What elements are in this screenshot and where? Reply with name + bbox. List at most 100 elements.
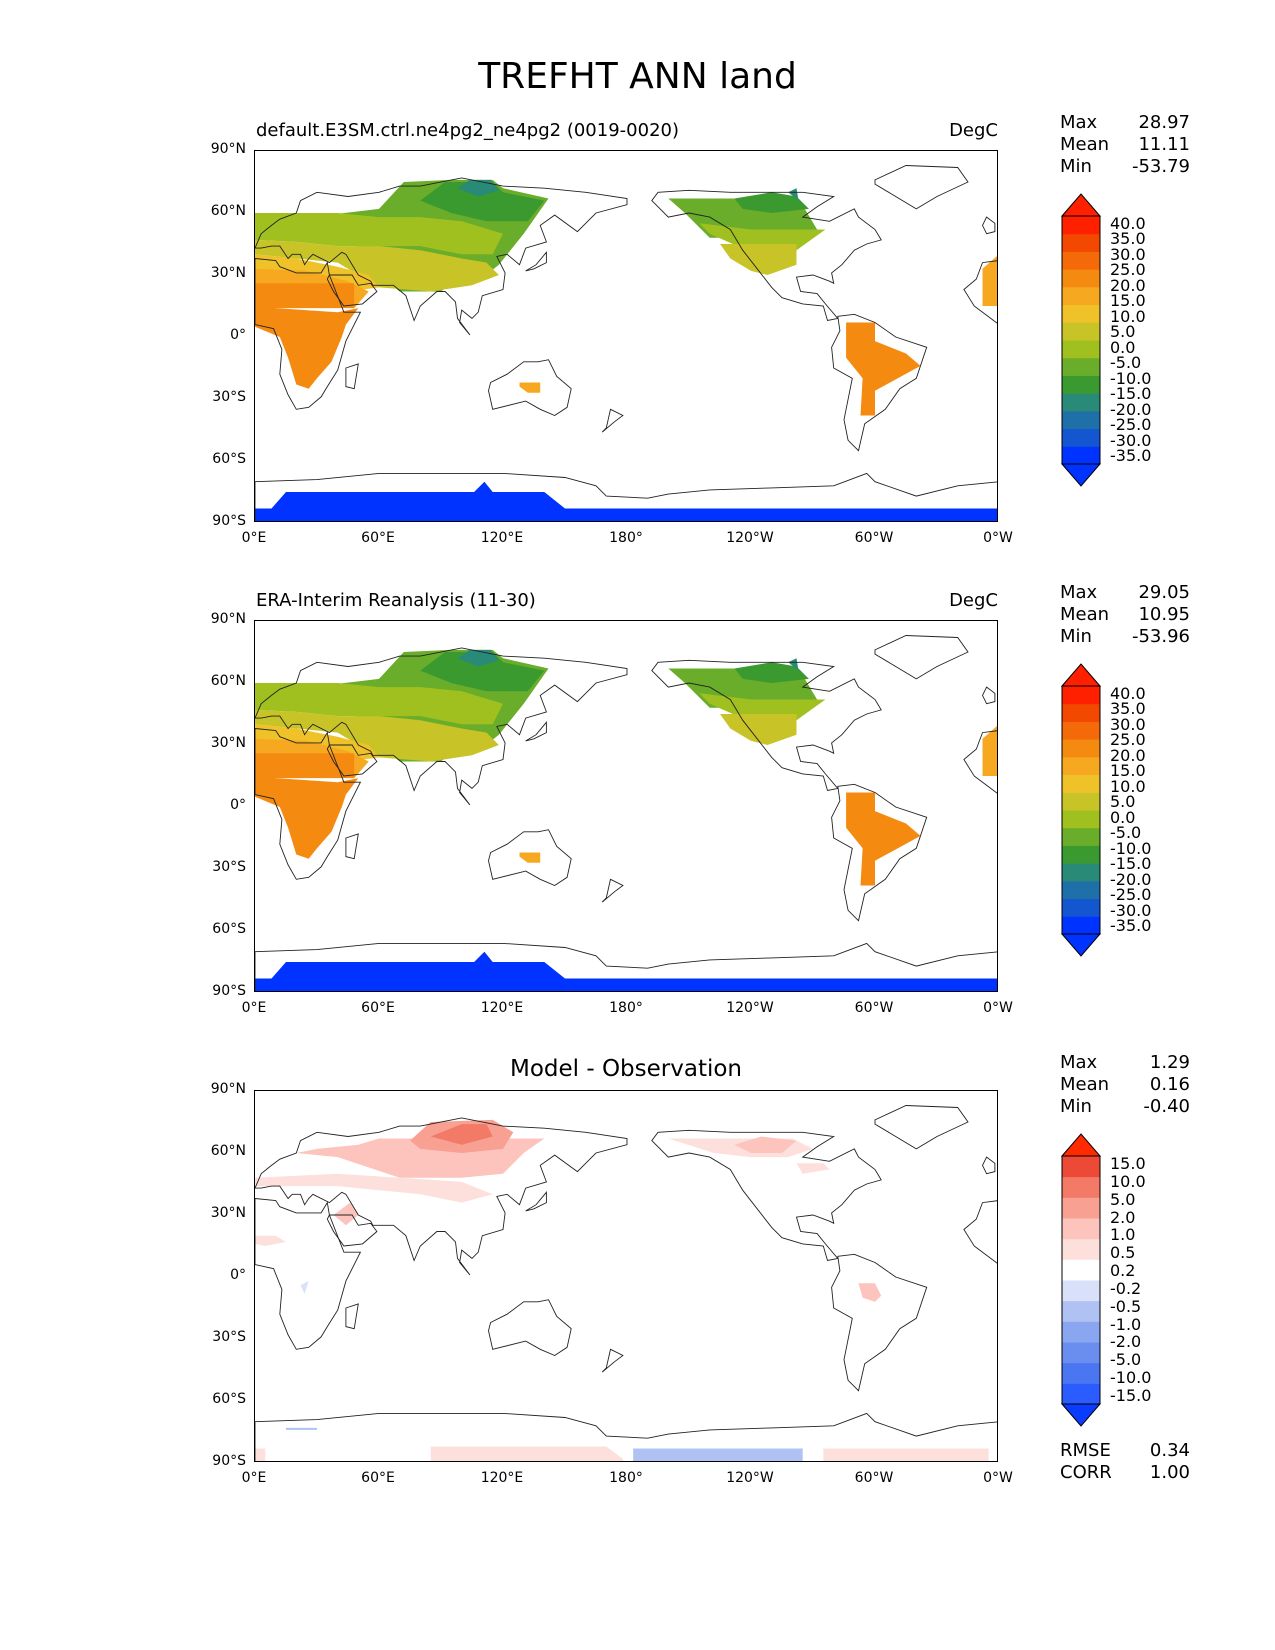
lat-tick-label: 90°N: [210, 1081, 246, 1097]
colorbar-swatch: [1062, 1280, 1100, 1302]
colorbar-tick-label: -0.5: [1110, 1296, 1142, 1316]
stat-label: Mean: [1060, 1074, 1110, 1095]
stat-value: -53.79: [1131, 156, 1190, 177]
colorbar-swatch: [1062, 446, 1100, 465]
footer-stat-label: CORR: [1060, 1462, 1112, 1483]
field-patch: [333, 1202, 359, 1226]
stat-value: -0.40: [1143, 1096, 1190, 1117]
coastline: [651, 1129, 882, 1262]
lon-tick-label: 60°W: [854, 1000, 894, 1016]
antarctica-field: [255, 951, 997, 991]
field-patch: [255, 1235, 286, 1246]
colorbar-tick-label: 35.0: [1110, 229, 1146, 249]
stat-value: -53.96: [1131, 626, 1190, 647]
colorbar-swatch: [1062, 756, 1100, 776]
coastline: [326, 274, 378, 307]
colorbar-swatch: [1062, 269, 1100, 288]
lat-tick-label: 60°S: [212, 451, 246, 467]
lat-tick-label: 0°: [230, 327, 246, 343]
field-patch: [255, 239, 499, 292]
colorbar-bottom-extend: [1060, 933, 1102, 957]
colorbar-tick-label: -5.0: [1110, 823, 1142, 843]
colorbar-swatch: [1062, 703, 1100, 722]
field-patch: [633, 1448, 803, 1461]
lat-tick-label: 60°S: [212, 921, 246, 937]
colorbar-swatch: [1062, 357, 1100, 376]
colorbar-tick-label: 40.0: [1110, 214, 1146, 233]
colorbar-tick-label: -0.2: [1110, 1278, 1142, 1298]
colorbar-tick-label: -10.0: [1110, 368, 1152, 388]
coastline: [345, 363, 359, 390]
colorbar-swatch: [1062, 1197, 1100, 1219]
colorbar-tick-label: -1.0: [1110, 1314, 1142, 1334]
colorbar-tick-label: 20.0: [1110, 275, 1146, 295]
colorbar: [1058, 662, 1104, 962]
colorbar-tick-label: 35.0: [1110, 699, 1146, 719]
colorbar-bottom-extend: [1060, 1403, 1102, 1427]
lat-tick-label: 0°: [230, 1267, 246, 1283]
field-patch: [255, 283, 355, 309]
field-patch: [255, 306, 359, 389]
panel-title-left: ERA-Interim Reanalysis (11-30): [256, 590, 536, 611]
field-patch: [255, 683, 503, 725]
colorbar-tick-label: -20.0: [1110, 399, 1152, 419]
field-patch: [982, 256, 997, 306]
colorbar-tick-label: 20.0: [1110, 745, 1146, 765]
coastline: [326, 744, 378, 777]
field-patch: [796, 1163, 830, 1174]
colorbar-swatch: [1062, 898, 1100, 917]
colorbar-tick-label: -10.0: [1110, 1368, 1152, 1388]
colorbar-swatch: [1062, 774, 1100, 793]
figure-title: TREFHT ANN land: [478, 56, 797, 97]
coastline: [963, 730, 997, 794]
field-layer: [255, 649, 997, 991]
field-patch: [734, 1136, 797, 1153]
colorbar-swatch: [1062, 1300, 1100, 1322]
coastline-layer: [255, 165, 997, 521]
coastline: [345, 833, 359, 860]
colorbar-swatch: [1062, 1362, 1100, 1384]
field-patch: [846, 792, 921, 886]
colorbar-swatch: [1062, 1156, 1100, 1178]
map-plot: [254, 1090, 998, 1462]
map-svg: [255, 1105, 997, 1461]
stat-label: Max: [1060, 112, 1098, 133]
field-patch: [286, 1427, 317, 1430]
colorbar-tick-label: 25.0: [1110, 260, 1146, 280]
colorbar-swatch: [1062, 1383, 1100, 1405]
colorbar-tick-label: -15.0: [1110, 384, 1152, 404]
panel-obs: ERA-Interim Reanalysis (11-30) DegC Max 2…: [0, 582, 1275, 1050]
field-patch: [982, 726, 997, 776]
field-patch: [255, 753, 355, 779]
colorbar-swatch: [1062, 304, 1100, 323]
lat-tick-label: 90°S: [212, 1453, 246, 1469]
lon-tick-label: 60°W: [854, 530, 894, 546]
colorbar-swatch: [1062, 393, 1100, 412]
panel-title-center: Model - Observation: [509, 1056, 743, 1082]
colorbar-swatch: [1062, 792, 1100, 811]
colorbar-tick-label: 15.0: [1110, 761, 1146, 781]
field-layer: [255, 1119, 989, 1461]
coastline: [831, 1253, 928, 1392]
colorbar-swatch: [1062, 286, 1100, 306]
coastline: [601, 408, 624, 433]
field-patch: [430, 1446, 623, 1461]
field-patch: [430, 1124, 493, 1145]
colorbar-swatch: [1062, 216, 1100, 235]
stat-row: Max 29.05: [1060, 582, 1190, 604]
colorbar-tick-label: 0.0: [1110, 807, 1136, 827]
colorbar-swatch: [1062, 251, 1100, 270]
panel-units: DegC: [949, 120, 998, 141]
colorbar-tick-label: 5.0: [1110, 322, 1136, 342]
footer-stats: RMSE 0.34 CORR 1.00: [1060, 1440, 1190, 1484]
field-patch: [255, 776, 359, 859]
colorbar-tick-label: 40.0: [1110, 684, 1146, 703]
coastline: [255, 647, 628, 806]
stat-label: Mean: [1060, 134, 1110, 155]
colorbar-swatch: [1062, 1238, 1100, 1260]
colorbar-tick-label: 5.0: [1110, 1189, 1136, 1209]
lat-tick-label: 0°: [230, 797, 246, 813]
coastline: [981, 1156, 996, 1175]
colorbar-frame: [1061, 215, 1101, 465]
lon-tick-label: 120°W: [726, 530, 774, 546]
